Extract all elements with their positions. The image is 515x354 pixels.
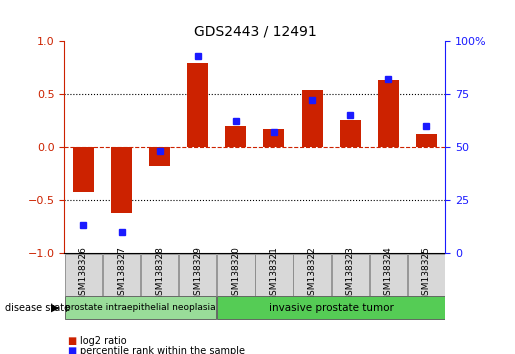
- Bar: [141, 254, 178, 296]
- Text: prostate intraepithelial neoplasia: prostate intraepithelial neoplasia: [65, 303, 216, 312]
- Title: GDS2443 / 12491: GDS2443 / 12491: [194, 24, 316, 38]
- Bar: [65, 296, 216, 319]
- Bar: [264, 129, 284, 147]
- Bar: [103, 254, 140, 296]
- Bar: [217, 296, 445, 319]
- Bar: [111, 147, 132, 213]
- Text: log2 ratio: log2 ratio: [80, 336, 127, 346]
- Bar: [217, 254, 254, 296]
- Bar: [73, 147, 94, 192]
- Text: percentile rank within the sample: percentile rank within the sample: [80, 346, 245, 354]
- Bar: [378, 80, 399, 147]
- Text: GSM138321: GSM138321: [269, 246, 279, 301]
- Bar: [65, 254, 102, 296]
- Bar: [149, 147, 170, 166]
- Bar: [302, 90, 322, 147]
- Text: ▶: ▶: [50, 303, 59, 313]
- Text: ■: ■: [67, 336, 76, 346]
- Text: GSM138329: GSM138329: [193, 246, 202, 301]
- Bar: [340, 120, 360, 147]
- Bar: [255, 254, 293, 296]
- Bar: [187, 63, 208, 147]
- Text: GSM138323: GSM138323: [346, 246, 355, 301]
- Text: GSM138324: GSM138324: [384, 246, 393, 301]
- Text: ■: ■: [67, 346, 76, 354]
- Bar: [370, 254, 407, 296]
- Text: GSM138320: GSM138320: [231, 246, 241, 301]
- Text: GSM138325: GSM138325: [422, 246, 431, 301]
- Text: disease state: disease state: [5, 303, 70, 313]
- Bar: [226, 126, 246, 147]
- Text: GSM138322: GSM138322: [307, 246, 317, 301]
- Bar: [179, 254, 216, 296]
- Text: GSM138327: GSM138327: [117, 246, 126, 301]
- Bar: [408, 254, 445, 296]
- Text: GSM138326: GSM138326: [79, 246, 88, 301]
- Bar: [294, 254, 331, 296]
- Bar: [332, 254, 369, 296]
- Bar: [416, 134, 437, 147]
- Text: GSM138328: GSM138328: [155, 246, 164, 301]
- Text: invasive prostate tumor: invasive prostate tumor: [269, 303, 393, 313]
